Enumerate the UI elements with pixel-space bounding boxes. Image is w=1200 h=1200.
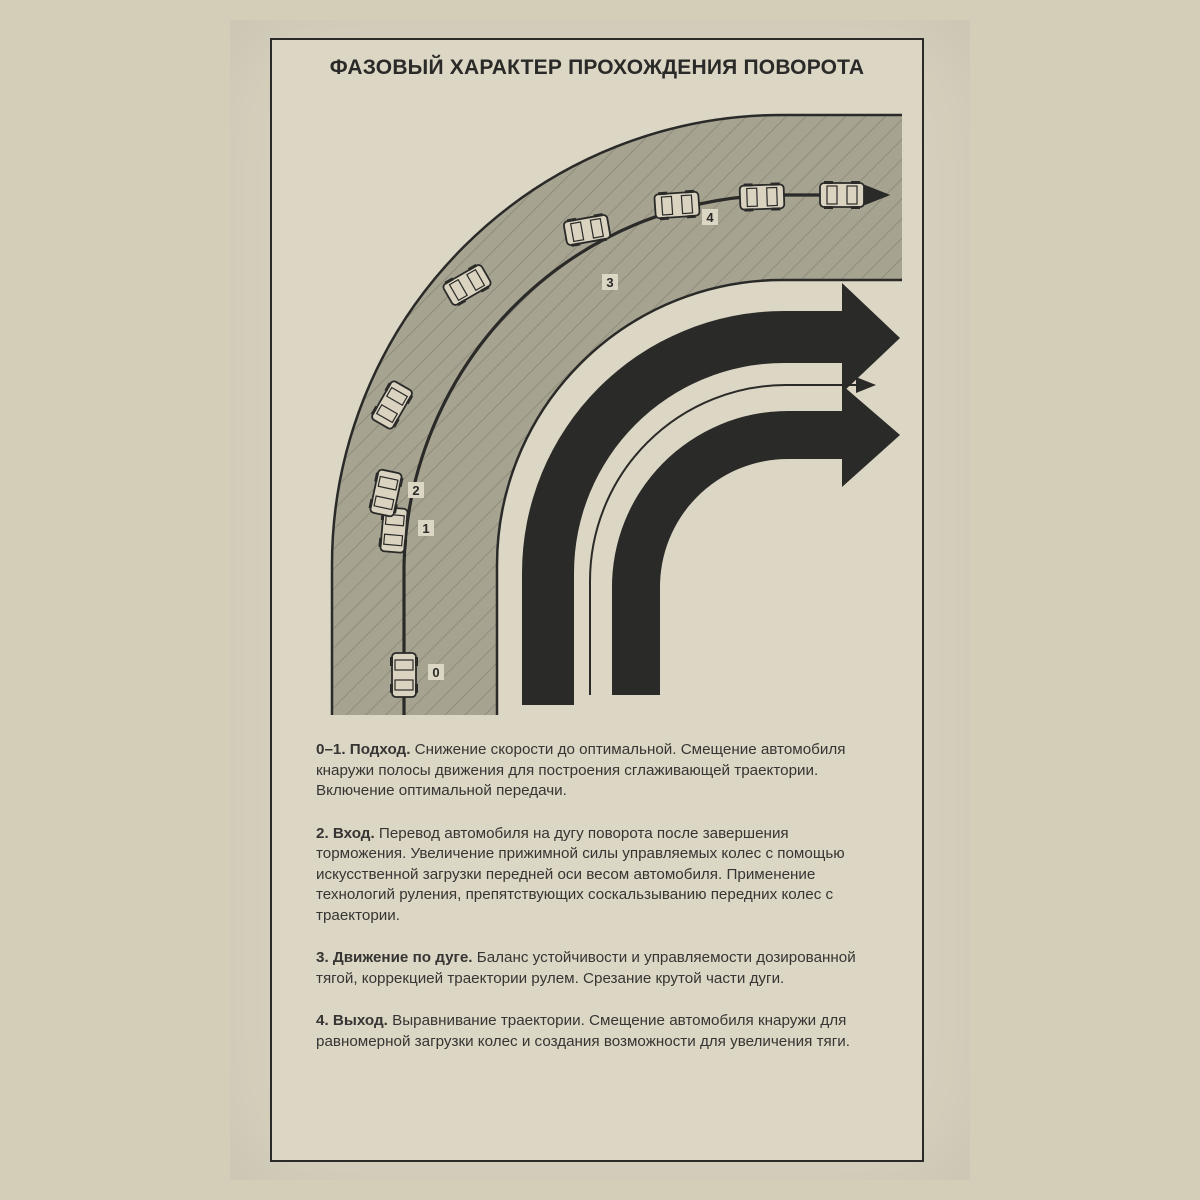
figure-frame: ФАЗОВЫЙ ХАРАКТЕР ПРОХОЖДЕНИЯ ПОВОРОТА xyxy=(270,38,924,1162)
book-page: ФАЗОВЫЙ ХАРАКТЕР ПРОХОЖДЕНИЯ ПОВОРОТА xyxy=(230,20,970,1180)
figure-title: ФАЗОВЫЙ ХАРАКТЕР ПРОХОЖДЕНИЯ ПОВОРОТА xyxy=(272,56,922,80)
phase-label: 4 xyxy=(702,209,718,225)
car-icon xyxy=(390,653,418,697)
legend-item-2: 3. Движение по дуге. Баланс устойчивости… xyxy=(316,948,882,989)
phase-label: 0 xyxy=(428,664,444,680)
legend-label: 4. Выход. xyxy=(316,1012,388,1029)
legend-item-1: 2. Вход. Перевод автомобиля на дугу пово… xyxy=(316,824,882,927)
svg-text:2: 2 xyxy=(412,483,419,498)
svg-text:4: 4 xyxy=(706,210,714,225)
svg-text:0: 0 xyxy=(432,665,439,680)
car-icon xyxy=(740,182,785,212)
legend-item-3: 4. Выход. Выравнивание траектории. Смеще… xyxy=(316,1011,882,1052)
phase-label: 3 xyxy=(602,274,618,290)
corner-diagram: 0 1 2 3 4 xyxy=(312,95,902,715)
big-arrow-2 xyxy=(612,385,900,695)
legend-label: 0–1. Подход. xyxy=(316,741,410,758)
car-icon xyxy=(820,181,864,209)
legend: 0–1. Подход. Снижение скорости до оптима… xyxy=(316,740,882,1074)
car-icon xyxy=(654,189,700,220)
phase-label: 1 xyxy=(418,520,434,536)
svg-text:3: 3 xyxy=(606,275,613,290)
legend-text: Перевод автомобиля на дугу поворота посл… xyxy=(316,825,845,924)
legend-label: 2. Вход. xyxy=(316,825,375,842)
legend-label: 3. Движение по дуге. xyxy=(316,949,473,966)
phase-label: 2 xyxy=(408,482,424,498)
legend-text: Выравнивание траектории. Смещение автомо… xyxy=(316,1012,850,1050)
diagram-svg: 0 1 2 3 4 xyxy=(312,95,902,715)
legend-item-0: 0–1. Подход. Снижение скорости до оптима… xyxy=(316,740,882,802)
svg-text:1: 1 xyxy=(422,521,429,536)
